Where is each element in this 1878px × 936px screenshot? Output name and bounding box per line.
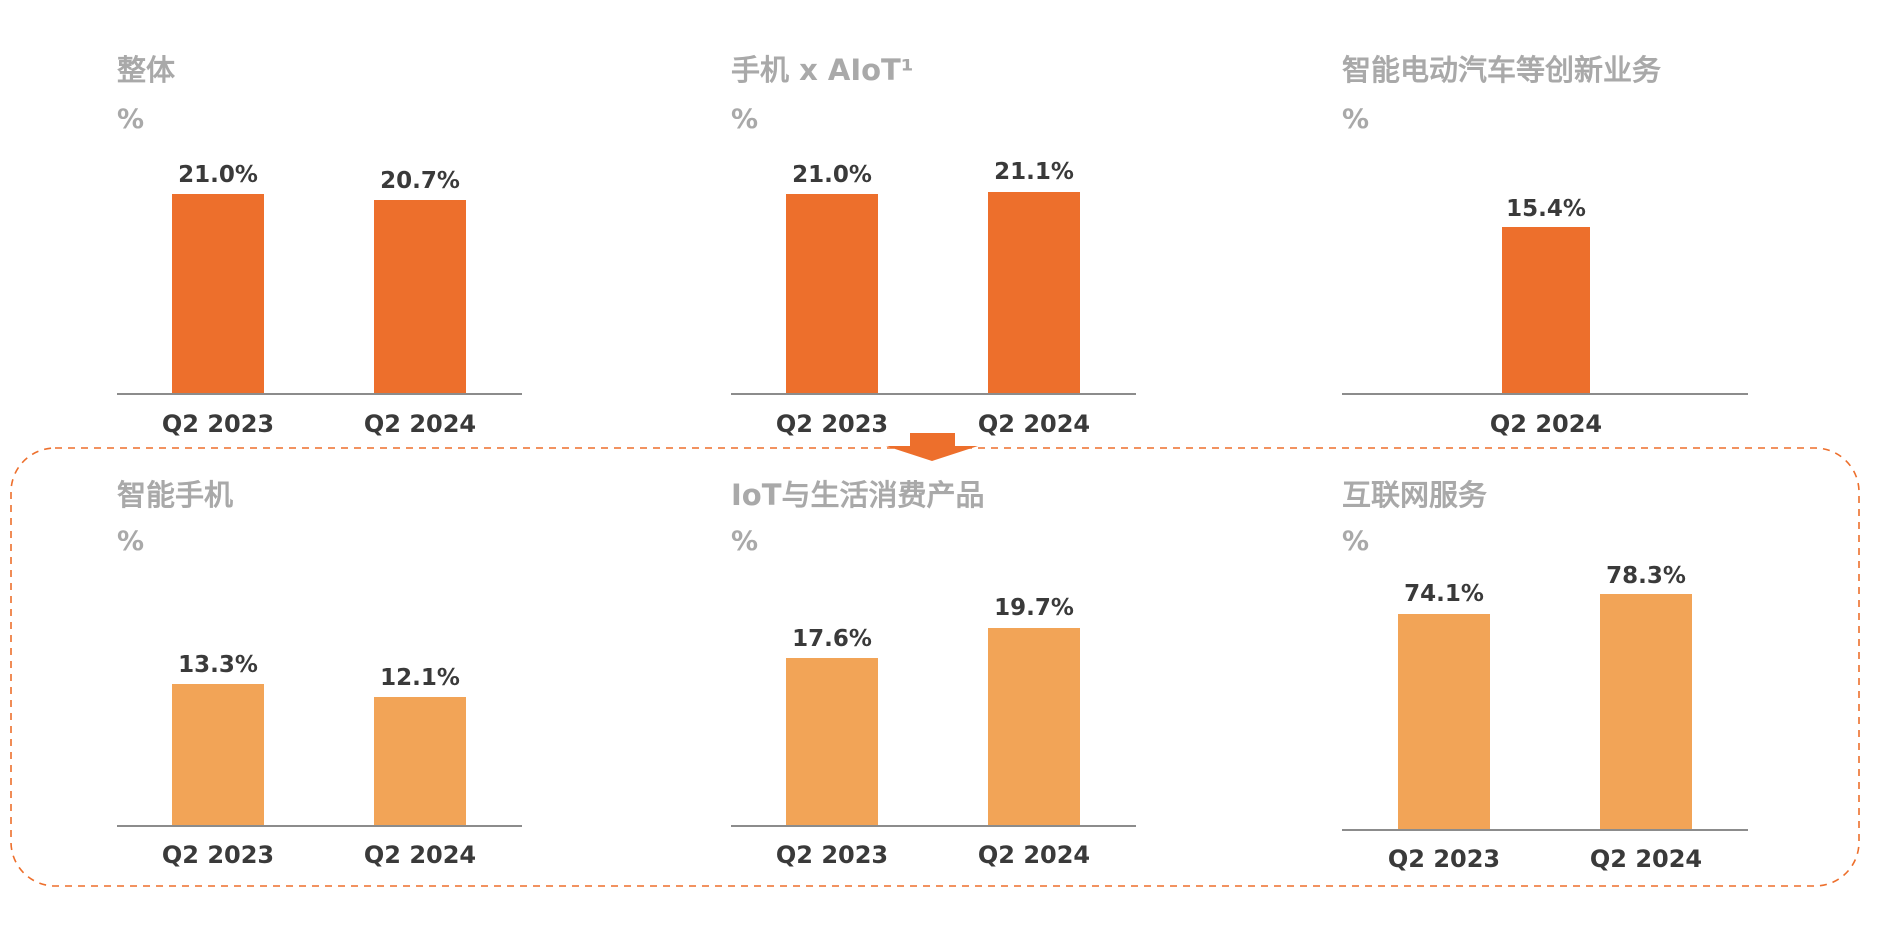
chart-title: 互联网服务 bbox=[1342, 478, 1487, 512]
x-tick-label: Q2 2024 bbox=[364, 410, 476, 438]
chart-iot-lifestyle: IoT与生活消费产品 % 17.6% 19.7% Q2 2023 Q2 2024 bbox=[731, 478, 1136, 869]
data-label: 17.6% bbox=[792, 626, 872, 652]
chart-unit: % bbox=[117, 526, 144, 557]
chart-title: 整体 bbox=[117, 53, 176, 87]
data-label: 20.7% bbox=[380, 168, 460, 194]
chart-smart-ev: 智能电动汽车等创新业务 % 15.4% Q2 2024 bbox=[1342, 53, 1748, 438]
x-tick-label: Q2 2024 bbox=[978, 841, 1090, 869]
x-tick-label: Q2 2024 bbox=[364, 841, 476, 869]
chart-unit: % bbox=[117, 104, 144, 135]
chart-title: 智能手机 bbox=[117, 478, 233, 512]
x-tick-label: Q2 2023 bbox=[162, 841, 274, 869]
data-label: 21.0% bbox=[792, 162, 872, 188]
x-tick-label: Q2 2024 bbox=[978, 410, 1090, 438]
bar-q2-2024 bbox=[374, 200, 466, 394]
data-label: 74.1% bbox=[1404, 581, 1484, 607]
chart-phone-aiot: 手机 x AIoT¹ % 21.0% 21.1% Q2 2023 Q2 2024 bbox=[731, 53, 1136, 438]
chart-overall: 整体 % 21.0% 20.7% Q2 2023 Q2 2024 bbox=[117, 53, 522, 438]
chart-unit: % bbox=[1342, 526, 1369, 557]
data-label: 12.1% bbox=[380, 665, 460, 691]
x-tick-label: Q2 2023 bbox=[776, 841, 888, 869]
bar-q2-2023 bbox=[1398, 614, 1490, 830]
bar-q2-2023 bbox=[786, 194, 878, 394]
bar-q2-2024 bbox=[1600, 594, 1692, 830]
bar-q2-2024 bbox=[374, 697, 466, 826]
bar-q2-2024 bbox=[988, 628, 1080, 826]
bar-q2-2024 bbox=[1502, 227, 1590, 394]
bar-q2-2023 bbox=[172, 194, 264, 394]
bar-q2-2024 bbox=[988, 192, 1080, 394]
chart-title: IoT与生活消费产品 bbox=[731, 478, 985, 512]
data-label: 15.4% bbox=[1506, 196, 1586, 222]
chart-unit: % bbox=[731, 526, 758, 557]
x-tick-label: Q2 2023 bbox=[1388, 845, 1500, 873]
chart-title: 智能电动汽车等创新业务 bbox=[1342, 53, 1661, 87]
x-tick-label: Q2 2024 bbox=[1490, 410, 1602, 438]
x-tick-label: Q2 2023 bbox=[776, 410, 888, 438]
data-label: 21.1% bbox=[994, 159, 1074, 185]
breakdown-dashed-frame bbox=[10, 447, 1860, 887]
data-label: 21.0% bbox=[178, 162, 258, 188]
data-label: 19.7% bbox=[994, 595, 1074, 621]
chart-smartphone: 智能手机 % 13.3% 12.1% Q2 2023 Q2 2024 bbox=[117, 478, 522, 869]
chart-unit: % bbox=[731, 104, 758, 135]
chart-unit: % bbox=[1342, 104, 1369, 135]
x-tick-label: Q2 2024 bbox=[1590, 845, 1702, 873]
bar-q2-2023 bbox=[786, 658, 878, 826]
data-label: 78.3% bbox=[1606, 563, 1686, 589]
data-label: 13.3% bbox=[178, 652, 258, 678]
down-arrow-icon bbox=[886, 433, 978, 461]
chart-title: 手机 x AIoT¹ bbox=[731, 53, 914, 87]
x-tick-label: Q2 2023 bbox=[162, 410, 274, 438]
bar-q2-2023 bbox=[172, 684, 264, 826]
chart-internet-services: 互联网服务 % 74.1% 78.3% Q2 2023 Q2 2024 bbox=[1342, 478, 1748, 873]
